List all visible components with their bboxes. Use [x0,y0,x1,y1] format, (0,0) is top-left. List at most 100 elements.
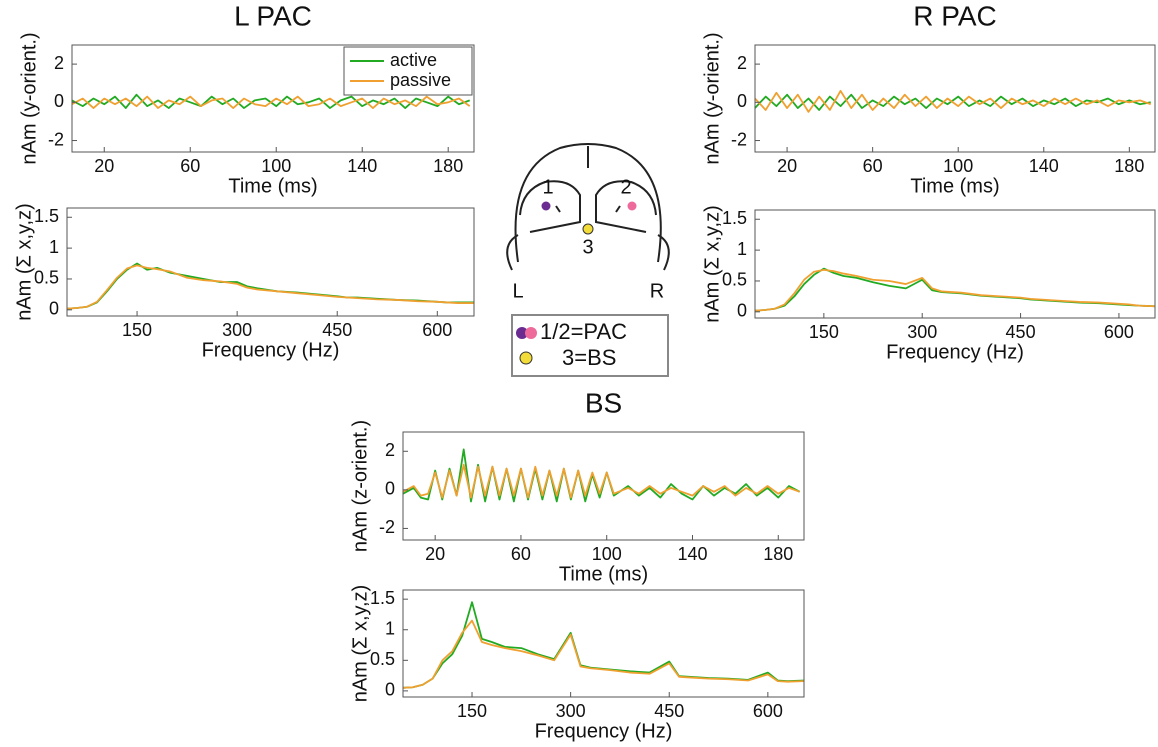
x-tick-label: 150 [457,701,487,721]
legend-dot [525,327,537,339]
x-axis-label: Frequency (Hz) [886,341,1024,363]
x-axis-label: Time (ms) [910,175,999,197]
y-axis-label: nAm (y-orient.) [701,32,723,164]
y-tick-label: 2 [385,440,395,460]
x-tick-label: 180 [433,156,463,176]
y-tick-label: 0 [737,91,747,111]
x-tick-label: 600 [1104,322,1134,342]
y-axis-label: nAm (z-orient.) [349,420,371,552]
source-label: 2 [620,176,631,198]
legend-text: 3=BS [562,345,616,370]
y-tick-label: 0 [54,91,64,111]
head-diagram [506,143,670,271]
x-tick-label: 60 [511,544,531,564]
x-tick-label: 600 [422,320,452,340]
side-label: R [650,280,664,302]
head-outline [514,143,662,263]
source-2 [627,201,637,211]
x-tick-label: 20 [777,156,797,176]
axes-frame [754,44,1156,153]
axes-frame [754,209,1156,319]
x-tick-label: 180 [763,544,793,564]
axes-frame [402,589,805,698]
x-tick-label: 450 [322,320,352,340]
y-tick-label: 1 [49,237,59,257]
x-tick-label: 300 [222,320,252,340]
y-tick-label: 0.5 [722,270,747,290]
y-tick-label: -2 [379,517,395,537]
legend-dot [519,351,533,365]
source-label: 1 [542,176,553,198]
data-line [402,448,801,503]
y-tick-label: 1 [385,618,395,638]
x-tick-label: 450 [1006,322,1036,342]
data-line [402,619,805,689]
source-1 [541,201,551,211]
x-tick-label: 150 [809,322,839,342]
y-tick-label: 0 [385,479,395,499]
axes-frame [66,207,475,317]
y-tick-label: 1.5 [722,208,747,228]
x-tick-label: 20 [94,156,114,176]
left-hemisphere [519,180,581,233]
right-ear [657,234,670,271]
x-tick-label: 20 [425,544,445,564]
left-ear [506,234,519,271]
x-tick-label: 140 [347,156,377,176]
y-tick-label: -2 [731,129,747,149]
legend-box [343,46,473,96]
source-3 [582,223,594,235]
y-tick-label: 0 [385,680,395,700]
x-tick-label: 60 [180,156,200,176]
chart-title: L PAC [234,0,312,31]
y-tick-label: 0 [49,299,59,319]
x-tick-label: 100 [261,156,291,176]
y-axis-label: nAm (Σ x,y,z) [701,205,723,323]
legend-text: 1/2=PAC [540,319,627,344]
axes-frame [402,431,805,541]
x-tick-label: 180 [1114,156,1144,176]
x-axis-label: Frequency (Hz) [535,720,673,742]
diagram-legend-box [511,314,669,377]
data-line [402,463,801,499]
legend-dot [516,327,528,339]
plot-area [67,208,474,316]
chart-title: R PAC [913,0,997,31]
data-line [66,264,474,310]
x-tick-label: 100 [943,156,973,176]
axes-frame [71,44,475,153]
legend-label: passive [390,70,451,90]
x-tick-label: 140 [1029,156,1059,176]
source-label: 3 [582,236,593,258]
y-tick-label: -2 [48,129,64,149]
x-tick-label: 600 [753,701,783,721]
data-line [71,95,471,109]
y-axis-label: nAm (Σ x,y,z) [349,585,371,703]
x-axis-label: Frequency (Hz) [202,339,340,361]
data-line [754,93,1151,111]
y-tick-label: 0 [737,301,747,321]
x-tick-label: 150 [122,320,152,340]
x-tick-label: 300 [907,322,937,342]
chart-title: BS [585,387,622,418]
plot-area [755,210,1155,318]
y-tick-label: 2 [54,53,64,73]
y-tick-label: 0.5 [370,649,395,669]
data-line [754,268,1156,312]
x-axis-label: Time (ms) [559,563,648,585]
side-label: L [512,280,523,302]
x-tick-label: 60 [863,156,883,176]
y-tick-label: 1.5 [34,206,59,226]
x-axis-label: Time (ms) [228,175,317,197]
y-tick-label: 1 [737,239,747,259]
data-line [754,89,1152,113]
x-tick-label: 140 [677,544,707,564]
y-axis-label: nAm (y-orient.) [18,32,40,164]
source-marks [555,205,621,213]
x-tick-label: 300 [556,701,586,721]
x-tick-label: 450 [654,701,684,721]
y-tick-label: 1.5 [370,588,395,608]
right-hemisphere [595,180,657,233]
